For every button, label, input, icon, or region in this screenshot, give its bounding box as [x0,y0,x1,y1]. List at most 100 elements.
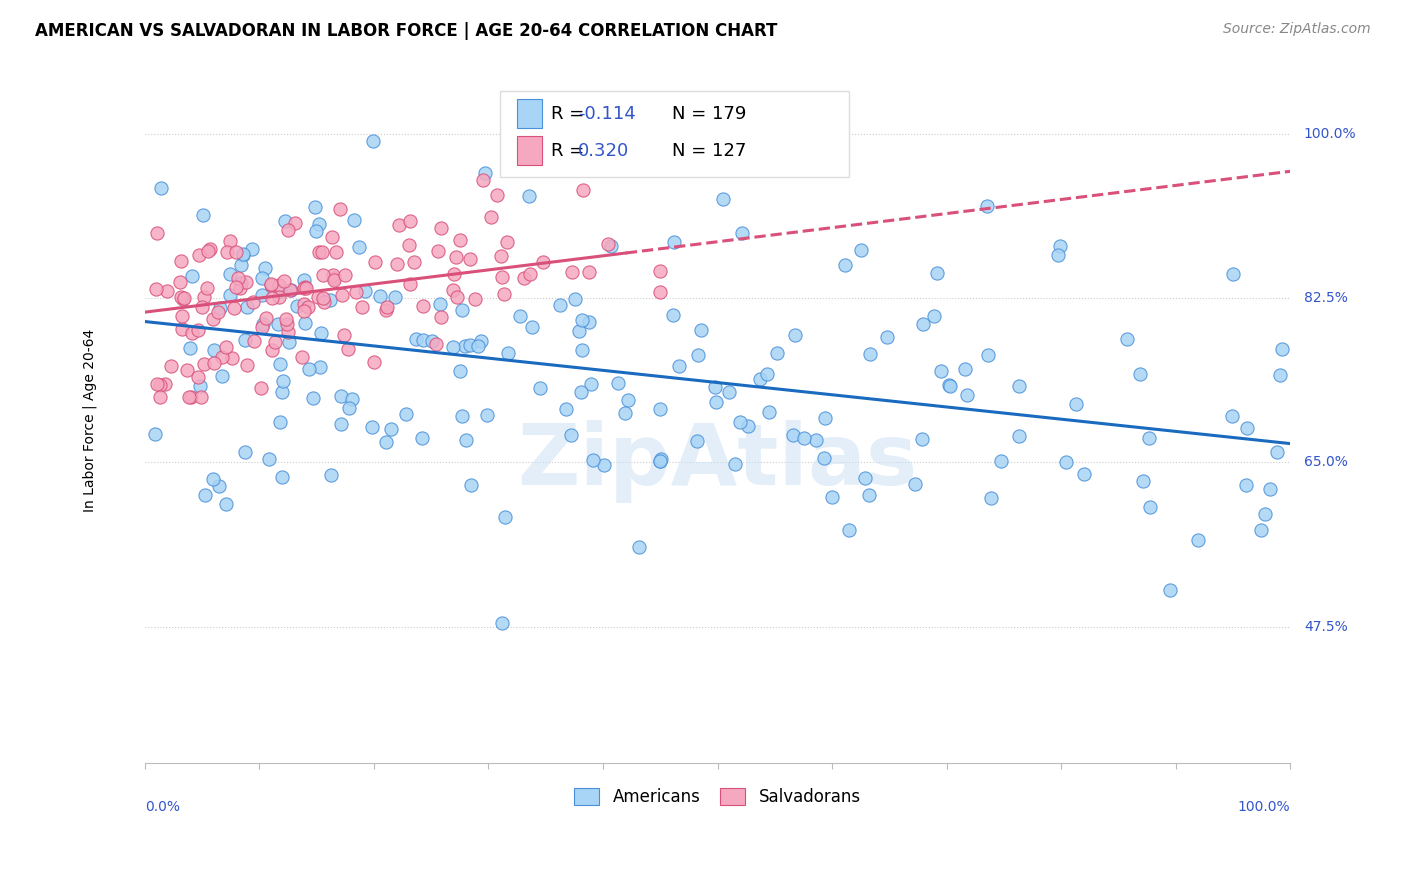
Point [179,341,201,355]
Point [1073,467,1095,481]
Point [662,235,685,250]
Point [319,293,342,308]
Text: 82.5%: 82.5% [1303,291,1348,305]
Point [177,390,200,404]
Point [446,290,468,304]
Point [188,378,211,392]
Point [925,266,948,280]
Point [686,347,709,361]
Point [1049,239,1071,253]
Point [207,305,229,319]
Point [1128,367,1150,381]
Point [686,434,709,449]
Point [569,141,592,155]
Point [467,338,489,352]
Point [195,281,218,295]
Point [312,291,335,305]
Point [232,247,254,261]
Point [312,268,335,283]
Point [1271,343,1294,357]
Point [578,265,600,279]
Point [648,454,671,468]
Point [172,292,194,306]
Point [269,284,291,298]
Point [297,301,319,315]
Text: 100.0%: 100.0% [1303,127,1357,141]
Point [1159,582,1181,597]
Point [582,453,605,467]
Point [308,244,330,259]
Point [215,245,238,260]
Point [578,315,600,329]
Point [224,301,246,315]
Point [169,275,191,289]
Text: 0.0%: 0.0% [145,800,180,814]
Point [662,308,685,322]
Point [384,290,406,304]
Point [593,458,616,472]
Point [170,253,193,268]
Point [194,488,217,502]
Point [385,257,408,271]
Point [395,407,418,421]
Point [806,433,828,447]
Point [519,267,541,281]
Text: 0.320: 0.320 [578,142,628,160]
Point [650,451,672,466]
Point [561,265,583,279]
Point [1270,368,1292,382]
Point [309,326,332,340]
Point [479,210,502,224]
Point [340,392,363,406]
Point [1137,431,1160,445]
Text: ZipAtlas: ZipAtlas [517,420,918,503]
Point [229,280,252,294]
Point [322,268,344,282]
Point [243,334,266,348]
Point [411,431,433,445]
Point [180,390,202,404]
Point [276,312,298,326]
Point [876,330,898,344]
Point [451,302,474,317]
Text: 65.0%: 65.0% [1303,455,1348,469]
Point [668,359,690,373]
Point [1007,379,1029,393]
Point [783,328,806,343]
Point [277,325,299,339]
Point [924,310,946,324]
Point [257,451,280,466]
Point [215,340,238,354]
Point [1139,500,1161,514]
Point [211,369,233,384]
Point [650,264,672,278]
Point [454,433,477,447]
Point [305,224,328,238]
Point [374,303,396,318]
Point [235,358,257,372]
Point [292,273,315,287]
Point [329,417,352,432]
Point [1066,397,1088,411]
Point [491,615,513,630]
Point [464,293,486,307]
Point [354,284,377,298]
Point [458,338,481,352]
Point [285,299,308,313]
Point [441,340,464,354]
Point [181,269,204,284]
Point [280,283,302,297]
Point [513,270,536,285]
Point [976,199,998,213]
Point [460,477,482,491]
Text: -0.114: -0.114 [578,104,636,123]
Point [307,290,329,304]
Point [146,377,169,392]
Point [190,390,212,404]
Point [294,281,316,295]
Point [202,356,225,370]
Point [704,380,727,394]
Point [858,488,880,502]
Point [277,223,299,237]
Point [215,497,238,511]
